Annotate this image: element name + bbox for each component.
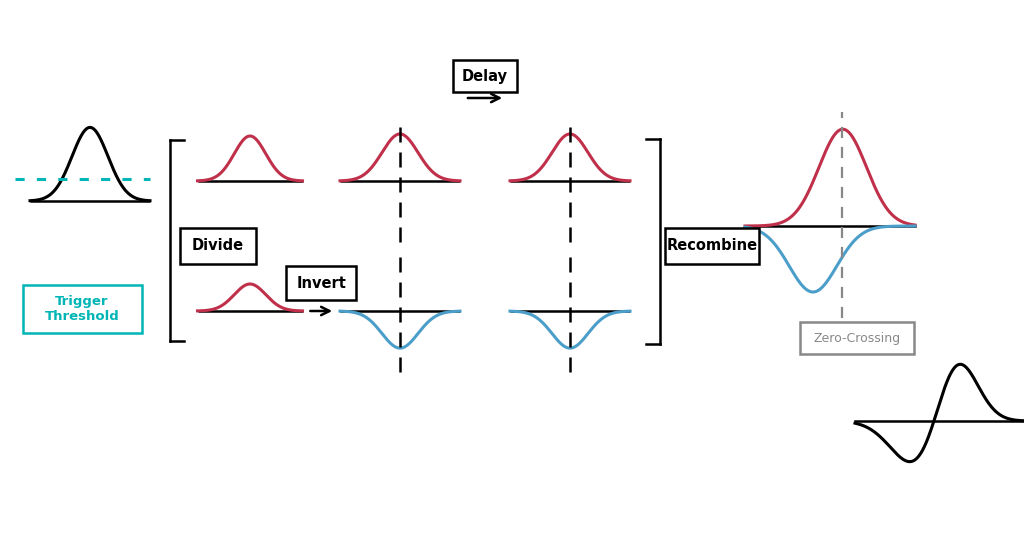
FancyBboxPatch shape xyxy=(23,285,141,333)
FancyBboxPatch shape xyxy=(180,228,256,264)
FancyBboxPatch shape xyxy=(287,266,356,300)
FancyBboxPatch shape xyxy=(453,60,517,92)
Text: Divide: Divide xyxy=(191,239,244,253)
FancyBboxPatch shape xyxy=(665,228,759,264)
Text: Recombine: Recombine xyxy=(667,239,758,253)
Text: Delay: Delay xyxy=(462,68,508,84)
Text: Trigger
Threshold: Trigger Threshold xyxy=(45,295,120,323)
Text: Zero-Crossing: Zero-Crossing xyxy=(813,332,900,345)
Text: Invert: Invert xyxy=(296,276,346,290)
FancyBboxPatch shape xyxy=(800,322,913,354)
